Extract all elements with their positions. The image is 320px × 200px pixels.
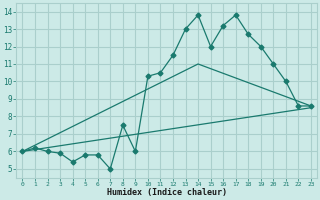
- X-axis label: Humidex (Indice chaleur): Humidex (Indice chaleur): [107, 188, 227, 197]
